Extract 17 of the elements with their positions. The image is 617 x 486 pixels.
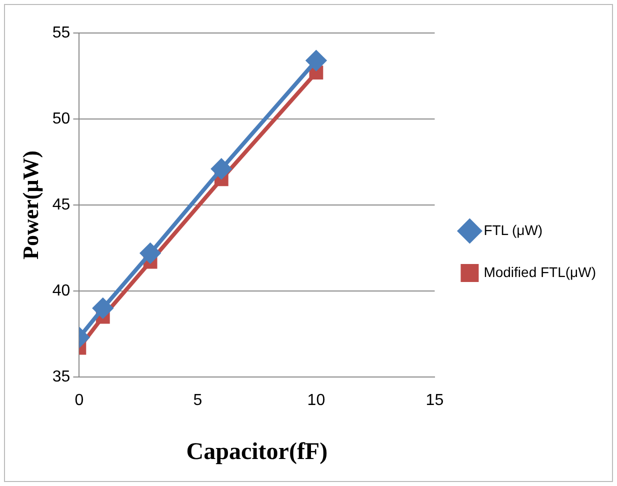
point [140, 243, 160, 264]
point [211, 158, 232, 179]
legend-label: Modified FTL(μW) [484, 264, 596, 280]
y-axis-title: Power(μW) [18, 150, 43, 260]
x-tick-label: 5 [193, 392, 202, 410]
y-tick-label: 55 [52, 24, 70, 42]
legend-label: FTL (μW) [484, 222, 543, 238]
point [92, 298, 113, 318]
y-tick-label: 45 [52, 196, 70, 214]
x-axis-title: Capacitor(fF) [186, 438, 328, 465]
y-tick-label: 50 [52, 110, 70, 128]
y-tick-label: 40 [52, 282, 70, 300]
x-tick-label: 10 [307, 392, 326, 410]
y-tick-label: 35 [52, 368, 70, 386]
x-tick-label: 15 [426, 392, 444, 410]
x-tick-label: 0 [74, 392, 84, 410]
point [306, 50, 326, 71]
